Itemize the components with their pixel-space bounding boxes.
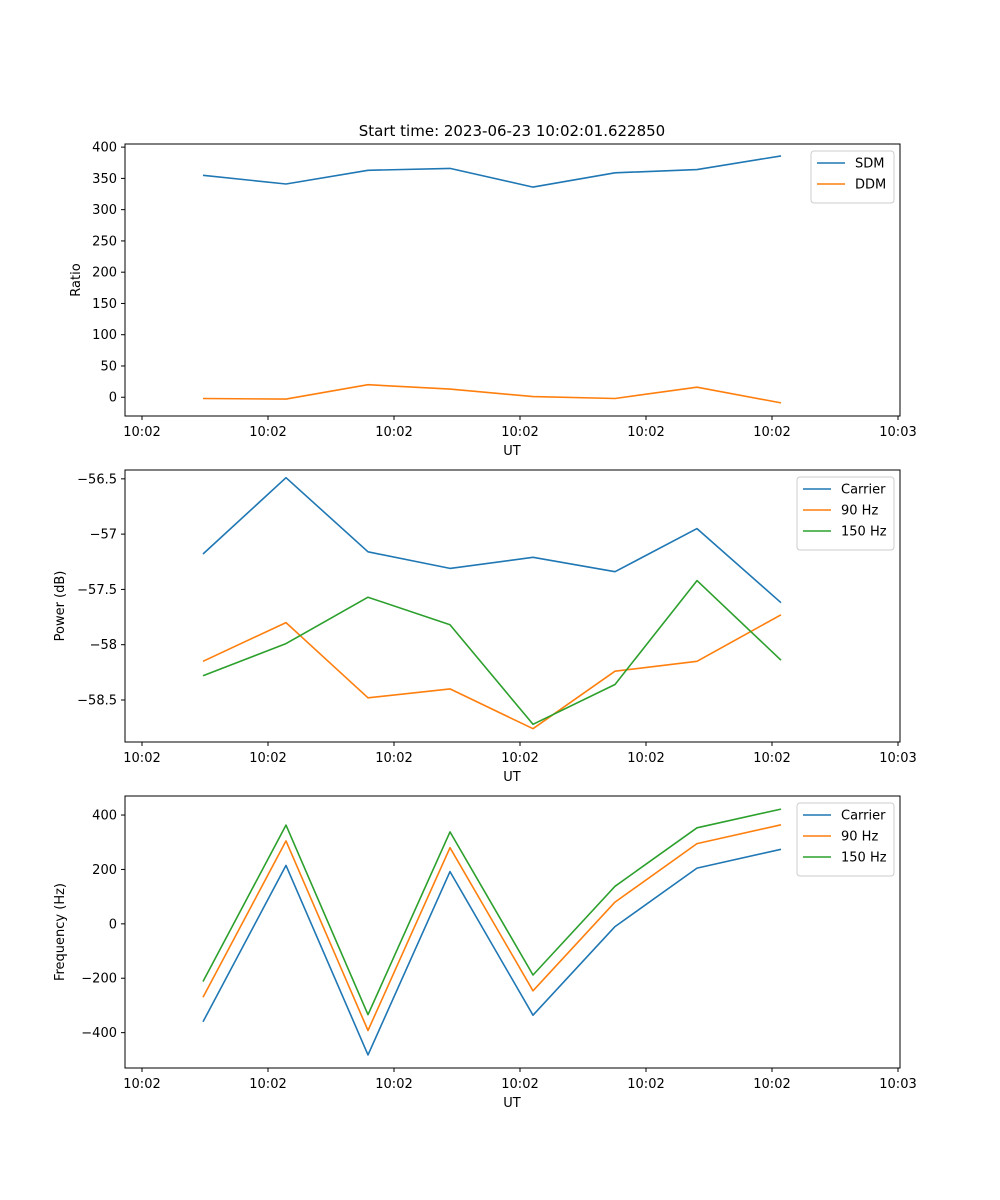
- power-legend-label: 150 Hz: [841, 525, 887, 540]
- ratio-y-axis-label: Ratio: [69, 263, 84, 296]
- power-y-tick-label: −57: [90, 528, 117, 543]
- ratio-x-tick-label: 10:02: [627, 425, 664, 440]
- power-y-tick-label: −58.5: [77, 693, 117, 708]
- frequency-series-line-150-hz: [202, 808, 782, 1016]
- power-x-tick-label: 10:02: [375, 751, 412, 766]
- power-legend-label: 90 Hz: [841, 504, 878, 519]
- frequency-y-axis-label: Frequency (Hz): [53, 883, 68, 981]
- power-x-tick-label: 10:02: [249, 751, 286, 766]
- ratio-panel: 10:02 10:02 10:02 10:02 10:02 10:02 10:03 0 50 10…: [69, 141, 917, 459]
- frequency-y-tick-label: 200: [92, 863, 117, 878]
- ratio-y-tick-label: 400: [92, 141, 117, 156]
- frequency-y-tick-label: 400: [92, 809, 117, 824]
- power-y-tick-label: −56.5: [77, 472, 117, 487]
- frequency-x-tick-label: 10:02: [249, 1077, 286, 1092]
- frequency-x-tick-label: 10:03: [879, 1077, 916, 1092]
- frequency-series-line-carrier: [202, 848, 782, 1056]
- frequency-y-tick-label: −200: [81, 972, 117, 987]
- power-y-tick-label: −57.5: [77, 583, 117, 598]
- frequency-series-line-90-hz: [202, 824, 782, 1032]
- frequency-panel: 10:02 10:02 10:02 10:02 10:02 10:02 10:03 −400 −…: [53, 795, 917, 1111]
- ratio-legend-label: SDM: [855, 157, 884, 172]
- power-legend: Carrier 90 Hz 150 Hz: [796, 476, 895, 551]
- frequency-x-axis-label: UT: [503, 1096, 521, 1111]
- power-x-tick-label: 10:02: [123, 751, 160, 766]
- ratio-y-tick-label: 350: [92, 172, 117, 187]
- ratio-x-tick-label: 10:02: [753, 425, 790, 440]
- power-x-tick-label: 10:02: [753, 751, 790, 766]
- power-y-tick-label: −58: [90, 638, 117, 653]
- frequency-legend-label: 90 Hz: [841, 830, 878, 845]
- power-x-tick-label: 10:03: [879, 751, 916, 766]
- ratio-y-tick-label: 200: [92, 266, 117, 281]
- power-x-axis-label: UT: [503, 770, 521, 785]
- ratio-legend-label: DDM: [855, 178, 886, 193]
- frequency-legend: Carrier 90 Hz 150 Hz: [796, 802, 895, 877]
- ratio-legend: SDM DDM: [810, 150, 895, 204]
- frequency-x-tick-label: 10:02: [375, 1077, 412, 1092]
- power-y-axis-label: Power (dB): [53, 571, 68, 642]
- ratio-series-line-ddm: [202, 383, 782, 404]
- ratio-series-line-sdm: [202, 155, 782, 188]
- ratio-x-tick-label: 10:02: [249, 425, 286, 440]
- ratio-legend-box: [810, 150, 895, 204]
- power-x-tick-label: 10:02: [501, 751, 538, 766]
- frequency-legend-label: 150 Hz: [841, 851, 887, 866]
- power-legend-label: Carrier: [841, 483, 886, 498]
- frequency-x-tick-label: 10:02: [123, 1077, 160, 1092]
- ratio-y-tick-label: 50: [100, 359, 117, 374]
- ratio-x-tick-label: 10:02: [123, 425, 160, 440]
- frequency-legend-label: Carrier: [841, 809, 886, 824]
- ratio-x-tick-label: 10:02: [375, 425, 412, 440]
- power-panel: 10:02 10:02 10:02 10:02 10:02 10:02 10:03 −58.5…: [53, 469, 917, 785]
- power-axes-frame: [124, 469, 901, 743]
- frequency-y-tick-label: 0: [109, 917, 117, 932]
- power-series-line-carrier: [202, 476, 782, 604]
- ratio-y-tick-label: 300: [92, 203, 117, 218]
- ratio-y-tick-label: 150: [92, 297, 117, 312]
- ratio-y-tick-label: 100: [92, 328, 117, 343]
- ratio-y-tick-label: 0: [109, 391, 117, 406]
- ratio-y-tick-label: 250: [92, 234, 117, 249]
- power-series-line-150-hz: [202, 579, 782, 726]
- ratio-axes-frame: [124, 143, 901, 417]
- frequency-axes-frame: [124, 795, 901, 1069]
- ratio-x-tick-label: 10:02: [501, 425, 538, 440]
- frequency-x-tick-label: 10:02: [501, 1077, 538, 1092]
- figure-title: Start time: 2023-06-23 10:02:01.622850: [359, 122, 665, 140]
- frequency-y-tick-label: −400: [81, 1026, 117, 1041]
- frequency-x-tick-label: 10:02: [627, 1077, 664, 1092]
- ratio-x-tick-label: 10:03: [879, 425, 916, 440]
- frequency-x-tick-label: 10:02: [753, 1077, 790, 1092]
- ratio-x-axis-label: UT: [503, 444, 521, 459]
- power-x-tick-label: 10:02: [627, 751, 664, 766]
